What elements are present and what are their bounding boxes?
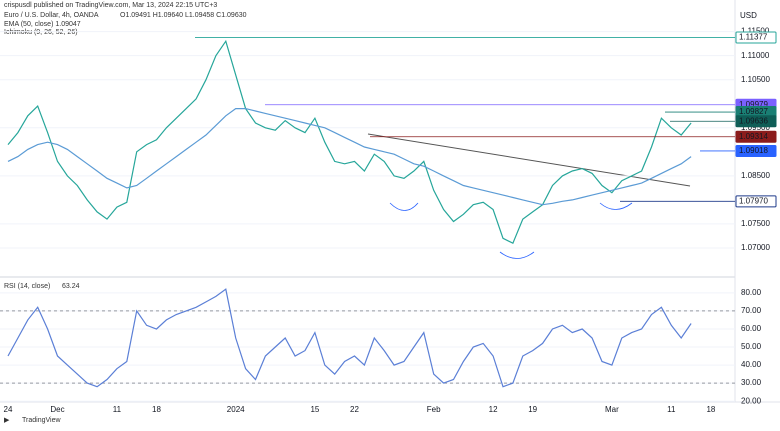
- x-tick-label: Feb: [427, 405, 441, 414]
- level-tag: [735, 130, 777, 143]
- y-tick-label: 1.07000: [741, 243, 770, 252]
- level-label: 1.09636: [739, 116, 768, 125]
- x-tick-label: 19: [528, 405, 537, 414]
- indicator-title: RSI (14, close): [4, 283, 50, 290]
- indicator-value: 63.24: [62, 283, 80, 290]
- y-tick-label: 20.00: [741, 396, 762, 405]
- x-tick-label: 15: [310, 405, 319, 414]
- x-tick-label: Mar: [605, 405, 619, 414]
- y-tick-label: 30.00: [741, 378, 762, 387]
- x-tick-label: 18: [706, 405, 715, 414]
- y-tick-label: 70.00: [741, 306, 762, 315]
- x-tick-label: Dec: [50, 405, 64, 414]
- level-label: 1.09018: [739, 146, 768, 155]
- y-tick-label: 40.00: [741, 360, 762, 369]
- x-tick-label: 24: [4, 405, 13, 414]
- x-tick-label: 11: [667, 405, 676, 414]
- x-tick-label: 11: [113, 405, 122, 414]
- y-tick-label: 50.00: [741, 342, 762, 351]
- y-tick-label: 1.09500: [741, 123, 770, 132]
- level-label: 1.11377: [739, 33, 768, 42]
- series-line: [7, 288, 692, 388]
- publisher: crispusdl published on TradingView.com, …: [4, 2, 217, 9]
- ohlc: O1.09491 H1.09640 L1.09458 C1.09630: [120, 12, 247, 19]
- x-tick-label: 18: [152, 405, 161, 414]
- x-tick-label: 12: [489, 405, 498, 414]
- pattern-arc: [499, 251, 535, 259]
- logo: TradingView: [22, 417, 61, 424]
- x-tick-label: 22: [350, 405, 359, 414]
- ema-legend: EMA (50, close) 1.09047: [4, 21, 81, 28]
- level-label: 1.09827: [739, 107, 768, 116]
- logo-mark: ▶: [4, 417, 10, 424]
- level-label: 1.09314: [739, 132, 768, 141]
- pattern-arc: [599, 202, 633, 210]
- y-tick-label: 80.00: [741, 288, 762, 297]
- x-tick-label: 2024: [227, 405, 245, 414]
- series-line: [7, 108, 692, 206]
- ichimoku-legend: Ichimoku (9, 26, 52, 26): [4, 29, 78, 36]
- symbol: Euro / U.S. Dollar, 4h, OANDA: [4, 12, 99, 19]
- y-tick-label: 60.00: [741, 324, 762, 333]
- trend-line: [367, 133, 691, 187]
- y-tick-label: 1.07500: [741, 219, 770, 228]
- level-tag: [735, 31, 777, 44]
- level-tag: [735, 144, 777, 157]
- y-tick-label: 1.11500: [741, 27, 770, 36]
- series-line: [7, 39, 692, 245]
- y-tick-label: 1.08500: [741, 171, 770, 180]
- y-tick-label: 1.11000: [741, 51, 770, 60]
- pattern-arc: [389, 202, 419, 211]
- level-label: 1.07970: [739, 196, 768, 205]
- level-tag: [735, 115, 777, 128]
- level-label: 1.09979: [739, 100, 768, 109]
- y-tick-label: 1.10500: [741, 75, 770, 84]
- level-tag: [735, 195, 777, 208]
- currency: USD: [740, 11, 757, 20]
